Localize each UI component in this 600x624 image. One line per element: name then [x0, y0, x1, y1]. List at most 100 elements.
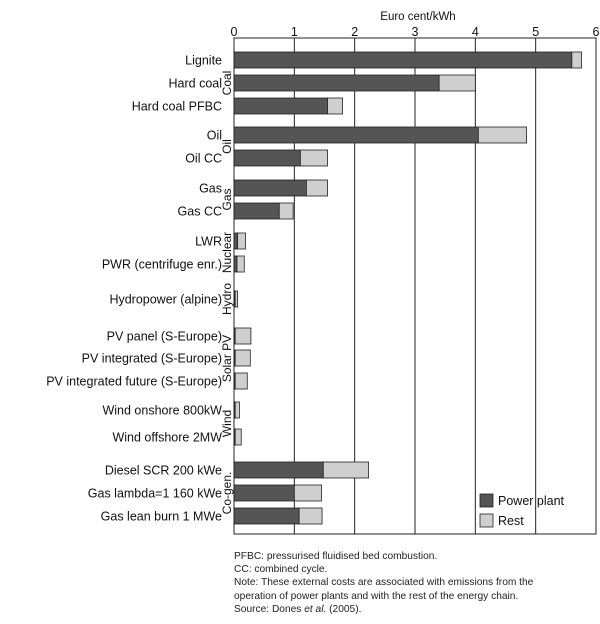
bar-2-0: [233, 179, 328, 197]
row-label: LWR: [195, 235, 222, 249]
bar-rest: [234, 401, 240, 419]
row-label: Hard coal PFBC: [132, 100, 222, 114]
bar-power-plant: [233, 179, 307, 197]
group-label: Solar PV: [220, 335, 234, 382]
legend-swatch-1: [479, 513, 494, 528]
bar-power-plant: [233, 484, 295, 502]
plot-frame: [233, 37, 597, 535]
row-label: Hard coal: [169, 77, 223, 91]
bar-rest: [236, 255, 245, 273]
bar-0-0: [233, 51, 582, 69]
bar-rest: [234, 290, 239, 308]
x-tick-label-1: 1: [291, 25, 298, 39]
bar-rest: [234, 349, 251, 367]
footnote-note-2: operation of power plants and with the r…: [234, 590, 519, 602]
row-label: Gas lean burn 1 MWe: [101, 510, 222, 524]
external-costs-chart: Euro cent/kWh 0 1 2 3 4 5 6 Lignite Hard coal Ha…: [46, 11, 600, 535]
bar-3-1: [233, 255, 245, 273]
footnotes: PFBC: pressurised fluidised bed combusti…: [234, 550, 596, 616]
source-prefix: Source: Dones: [234, 603, 305, 615]
x-tick-label-6: 6: [593, 25, 600, 39]
bar-rest: [234, 428, 242, 446]
bar-0-1: [233, 74, 476, 92]
bar-power-plant: [233, 149, 301, 167]
bars: [233, 51, 582, 525]
x-tick-label-2: 2: [351, 25, 358, 39]
row-label: Wind offshore 2MW: [112, 431, 222, 445]
bar-5-0: [233, 327, 252, 345]
bar-1-0: [233, 126, 528, 144]
bar-rest: [322, 461, 369, 479]
row-labels: Lignite Hard coal Hard coal PFBC Oil Oil CC G…: [46, 54, 222, 524]
bar-power-plant: [233, 51, 573, 69]
row-label: PV integrated future (S-Europe): [46, 375, 222, 389]
bar-5-2: [233, 372, 248, 390]
bar-rest: [278, 202, 294, 220]
row-label: Gas CC: [178, 205, 222, 219]
bar-power-plant: [233, 74, 440, 92]
bar-2-1: [233, 202, 294, 220]
group-label: Co-gen.: [220, 472, 234, 515]
legend: Power plant Rest: [479, 493, 565, 528]
source-italic: et al.: [304, 603, 327, 615]
group-label: Oil: [220, 139, 234, 154]
group-label: Hydro: [220, 283, 234, 315]
bar-rest: [477, 126, 528, 144]
footnote-pfbc: PFBC: pressurised fluidised bed combusti…: [234, 551, 438, 562]
bar-7-2: [233, 507, 323, 525]
row-label: Oil: [207, 129, 222, 143]
bar-rest: [234, 372, 248, 390]
row-label: Hydropower (alpine): [109, 293, 222, 307]
row-label: Oil CC: [185, 152, 222, 166]
bar-7-0: [233, 461, 369, 479]
bar-5-1: [233, 349, 251, 367]
row-label: Diesel SCR 200 kWe: [105, 464, 222, 478]
legend-label-0: Power plant: [498, 494, 565, 508]
bar-power-plant: [233, 97, 328, 115]
row-label: PV panel (S-Europe): [107, 330, 222, 344]
bar-power-plant: [233, 232, 239, 250]
x-tick-labels: 0 1 2 3 4 5 6: [231, 25, 600, 39]
bar-rest: [298, 507, 323, 525]
bar-rest: [327, 97, 343, 115]
row-label: Wind onshore 800kW: [102, 404, 222, 418]
bar-rest: [237, 232, 246, 250]
bar-7-1: [233, 484, 322, 502]
bar-rest: [299, 149, 328, 167]
bar-rest: [438, 74, 476, 92]
bar-rest: [571, 51, 582, 69]
group-label: Wind: [220, 410, 234, 437]
row-label: PWR (centrifuge enr.): [102, 258, 222, 272]
row-label: Gas: [199, 182, 222, 196]
group-labels: Coal Oil Gas Nuclear Hydro Solar PV Wind Co-gen…: [220, 71, 234, 515]
footnote-source: Source: Dones et al. (2005).: [234, 603, 596, 616]
bar-4-0: [233, 290, 239, 308]
bar-0-2: [233, 97, 343, 115]
footnote-note-1: Note: These external costs are associate…: [234, 577, 534, 589]
footnote-cc: CC: combined cycle.: [234, 564, 328, 576]
source-suffix: (2005).: [326, 603, 362, 615]
bar-6-0: [233, 401, 240, 419]
bar-rest: [305, 179, 328, 197]
bar-rest: [293, 484, 322, 502]
row-label: Lignite: [185, 54, 222, 68]
bar-power-plant: [233, 461, 324, 479]
row-label: PV integrated (S-Europe): [82, 352, 222, 366]
gridlines: [293, 38, 537, 534]
x-tick-label-5: 5: [532, 25, 539, 39]
bar-rest: [234, 327, 252, 345]
bar-power-plant: [233, 202, 280, 220]
legend-swatch-0: [479, 493, 494, 508]
bar-power-plant: [233, 507, 300, 525]
legend-label-1: Rest: [498, 514, 524, 528]
bar-3-0: [233, 232, 246, 250]
bar-power-plant: [233, 126, 479, 144]
x-axis-title: Euro cent/kWh: [380, 11, 455, 23]
bar-6-1: [233, 428, 242, 446]
group-label: Gas: [220, 188, 234, 210]
x-tick-label-0: 0: [231, 25, 238, 39]
row-label: Gas lambda=1 160 kWe: [88, 487, 222, 501]
group-label: Nuclear: [220, 232, 234, 273]
group-label: Coal: [220, 71, 234, 96]
x-tick-label-4: 4: [472, 25, 479, 39]
